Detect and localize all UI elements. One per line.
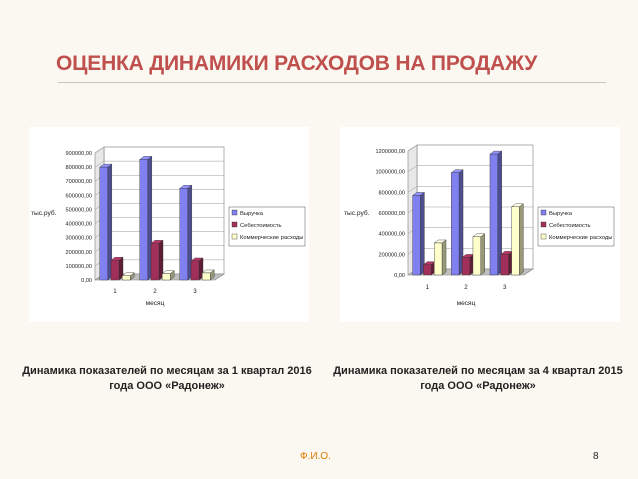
bar-side — [480, 233, 485, 276]
bar — [201, 272, 211, 281]
bar — [139, 159, 149, 281]
bar-side — [420, 192, 425, 276]
bar — [472, 236, 481, 276]
chart-q1-2016: 0,00 100000,00 200000,00 300000,00 400000,00… — [31, 146, 306, 307]
y-tick-label: 0,00 — [394, 273, 405, 279]
x-tick-label: 3 — [503, 284, 507, 291]
bar — [451, 172, 460, 276]
gridline — [94, 160, 224, 168]
y-tick-label: 600000,00 — [379, 211, 405, 217]
x-tick-label: 1 — [426, 284, 430, 291]
y-tick-label: 400000,00 — [379, 232, 405, 238]
legend-label: Коммерческие расходы — [240, 235, 303, 241]
x-tick-label: 3 — [193, 288, 197, 295]
legend-swatch — [540, 221, 547, 228]
page-number: 8 — [593, 451, 599, 462]
y-tick-label: 900000,00 — [66, 151, 92, 157]
legend-swatch — [231, 233, 238, 240]
gridline — [94, 146, 224, 154]
bar — [434, 242, 443, 276]
bar-side — [441, 239, 447, 276]
y-tick-label: 200000,00 — [379, 252, 405, 258]
bar — [161, 273, 171, 281]
bar-side — [519, 203, 524, 276]
y-tick-label: 800000,00 — [66, 165, 92, 171]
bar — [121, 275, 131, 281]
footer-author: Ф.И.О. — [300, 451, 331, 462]
legend-label: Себестоимость — [240, 223, 282, 229]
caption-q1-2016: Динамика показателей по месяцам за 1 ква… — [22, 365, 312, 392]
slide-title: ОЦЕНКА ДИНАМИКИ РАСХОДОВ НА ПРОДАЖУ — [56, 52, 538, 75]
bar — [500, 254, 509, 276]
legend-box — [228, 206, 306, 247]
y-tick-label: 200000,00 — [66, 250, 92, 256]
gridline — [407, 144, 533, 152]
y-tick-label: 500000,00 — [66, 207, 92, 213]
legend-swatch — [540, 233, 547, 240]
x-tick-label: 2 — [464, 284, 468, 291]
y-tick-label: 1200000,00 — [375, 149, 405, 155]
bar — [110, 260, 120, 281]
chart-q4-2015: 0,00 200000,00 400000,00 600000,00 800000,00… — [344, 144, 615, 307]
legend-label: Выручка — [240, 211, 264, 217]
y-tick-label: 100000,00 — [66, 264, 92, 270]
legend-swatch — [540, 209, 547, 216]
x-axis-label: месяц — [457, 300, 476, 307]
y-tick-label: 700000,00 — [66, 179, 92, 185]
chart-panel-q1-2016: 0,00 100000,00 200000,00 300000,00 400000,00… — [29, 127, 309, 322]
bar — [179, 188, 189, 281]
legend-swatch — [231, 221, 238, 228]
plot-back-wall — [103, 146, 225, 275]
bar — [511, 206, 520, 276]
y-axis-label: тыс.руб. — [344, 209, 370, 217]
y-tick-label: 1000000,00 — [375, 170, 405, 176]
y-tick-label: 0,00 — [81, 278, 92, 284]
caption-q4-2015: Динамика показателей по месяцам за 4 ква… — [333, 365, 623, 392]
bar — [461, 257, 471, 276]
x-tick-label: 1 — [113, 288, 117, 295]
legend-box — [537, 206, 615, 247]
x-tick-label: 2 — [153, 288, 157, 295]
legend-label: Коммерческие расходы — [549, 235, 612, 241]
y-tick-label: 300000,00 — [66, 236, 92, 242]
bar — [423, 264, 432, 276]
x-axis-label: месяц — [146, 300, 165, 307]
legend-label: Себестоимость — [549, 223, 591, 229]
bar — [190, 260, 200, 281]
y-tick-label: 800000,00 — [379, 190, 405, 196]
bar — [99, 166, 109, 281]
y-tick-label: 400000,00 — [66, 222, 92, 228]
bar — [489, 153, 498, 276]
bar — [150, 243, 160, 281]
legend-label: Выручка — [549, 211, 573, 217]
chart-panel-q4-2015: 0,00 200000,00 400000,00 600000,00 800000,00… — [340, 127, 620, 322]
y-axis-label: тыс.руб. — [31, 209, 57, 217]
y-tick-label: 600000,00 — [66, 193, 92, 199]
legend-swatch — [231, 209, 238, 216]
title-divider — [58, 82, 606, 83]
bar — [412, 195, 421, 276]
